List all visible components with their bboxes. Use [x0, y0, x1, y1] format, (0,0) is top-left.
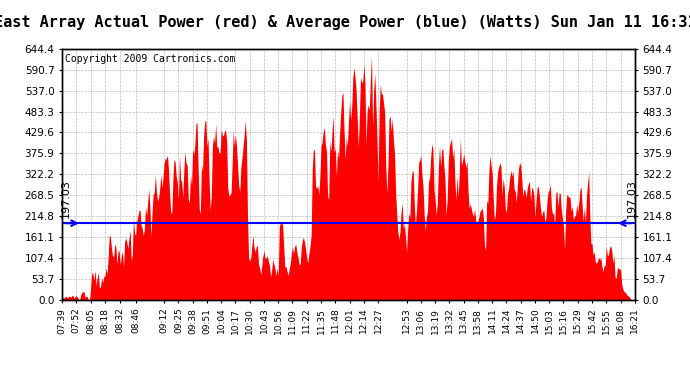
Text: Copyright 2009 Cartronics.com: Copyright 2009 Cartronics.com — [65, 54, 235, 64]
Text: 197.03: 197.03 — [627, 180, 636, 219]
Text: East Array Actual Power (red) & Average Power (blue) (Watts) Sun Jan 11 16:31: East Array Actual Power (red) & Average … — [0, 15, 690, 30]
Text: 197.03: 197.03 — [61, 180, 70, 219]
